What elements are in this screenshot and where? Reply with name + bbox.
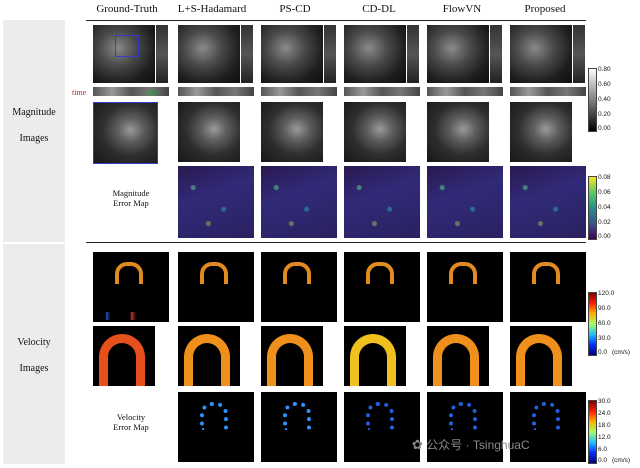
column-header: CD-DL: [362, 3, 396, 15]
colorbar-tick: 0.00: [598, 233, 611, 240]
colorbar-tick: 0.04: [598, 204, 611, 211]
colorbar-tick: 0.40: [598, 96, 611, 103]
velocity-tile: [178, 252, 254, 322]
magnitude-tile: [510, 25, 586, 98]
colorbar-tick: 0.06: [598, 189, 611, 196]
magnitude-tile: [261, 25, 337, 98]
velocity-tile: [344, 252, 420, 322]
section-divider: [86, 242, 586, 243]
velocity-zoom: [178, 326, 240, 386]
velocity-tile: [261, 252, 337, 322]
velocity-tile: [93, 252, 169, 322]
zoom-image: [178, 102, 240, 162]
magnitude-error-map: [178, 166, 254, 238]
magnitude-error-colorbar: [588, 176, 597, 240]
colorbar-tick: 18.0: [598, 422, 611, 429]
colorbar-tick: 0.0: [598, 457, 608, 464]
zoom-image: [427, 102, 489, 162]
zoom-box: [115, 35, 139, 57]
velocity-error-map: [344, 392, 420, 462]
colorbar-tick: 12.0: [598, 434, 611, 441]
zoom-image: [510, 102, 572, 162]
velocity-row-label: Velocity Images: [17, 337, 51, 374]
column-header: PS-CD: [279, 3, 311, 15]
velocity-zoom: [93, 326, 155, 386]
zoom-image: [344, 102, 406, 162]
column-header: Proposed: [524, 3, 566, 15]
magnitude-tile: [178, 25, 254, 98]
magnitude-band: [3, 20, 65, 242]
watermark: ✿ 公众号 · TsinghuaC: [412, 437, 530, 452]
colorbar-tick: 0.08: [598, 174, 611, 181]
colorbar-tick: 0.60: [598, 81, 611, 88]
magnitude-tile: [427, 25, 503, 98]
velocity-tile: [427, 252, 503, 322]
colorbar-tick: 0.00: [598, 125, 611, 132]
velocity-zoom: [510, 326, 572, 386]
colorbar-tick: 30.0: [598, 398, 611, 405]
header-rule: [86, 20, 586, 21]
magnitude-error-map: [344, 166, 420, 238]
colorbar-tick: 90.0: [598, 305, 611, 312]
magnitude-tile-ground-truth: [93, 25, 169, 98]
colorbar-tick: 6.0: [598, 446, 608, 453]
colorbar-tick: 0.80: [598, 66, 611, 73]
magnitude-error-label: Magnitude Error Map: [112, 188, 150, 208]
velocity-error-label: Velocity Error Map: [113, 412, 149, 432]
colorbar-tick: (cm/s): [612, 349, 631, 356]
magnitude-error-map: [427, 166, 503, 238]
colorbar-tick: 24.0: [598, 410, 611, 417]
magnitude-error-map: [261, 166, 337, 238]
magnitude-row-label: Magnitude Images: [12, 107, 56, 144]
colorbar-tick: 30.0: [598, 335, 611, 342]
velocity-zoom: [261, 326, 323, 386]
velocity-error-map: [261, 392, 337, 462]
velocity-error-map: [427, 392, 503, 462]
velocity-colorbar: [588, 292, 597, 356]
velocity-error-map: [510, 392, 586, 462]
column-header: Ground-Truth: [96, 3, 158, 15]
velocity-zoom: [344, 326, 406, 386]
velocity-tile: [510, 252, 586, 322]
colorbar-tick: 0.0: [598, 349, 608, 356]
colorbar-tick: (cm/s): [612, 457, 631, 464]
column-header: FlowVN: [442, 3, 482, 15]
magnitude-tile: [344, 25, 420, 98]
time-label: time: [72, 88, 87, 97]
velocity-error-colorbar: [588, 400, 597, 464]
zoom-image: [261, 102, 323, 162]
velocity-error-map: [178, 392, 254, 462]
magnitude-colorbar: [588, 68, 597, 132]
velocity-band: [3, 244, 65, 464]
colorbar-tick: 0.02: [598, 219, 611, 226]
slice-label: slice: [146, 88, 161, 97]
colorbar-tick: 60.0: [598, 320, 611, 327]
zoom-image-ground-truth: [93, 102, 158, 164]
colorbar-tick: 120.0: [598, 290, 615, 297]
velocity-zoom: [427, 326, 489, 386]
column-header: L+S-Hadamard: [177, 3, 247, 15]
magnitude-error-map: [510, 166, 586, 238]
colorbar-tick: 0.20: [598, 111, 611, 118]
wechat-icon: ✿: [412, 437, 423, 452]
